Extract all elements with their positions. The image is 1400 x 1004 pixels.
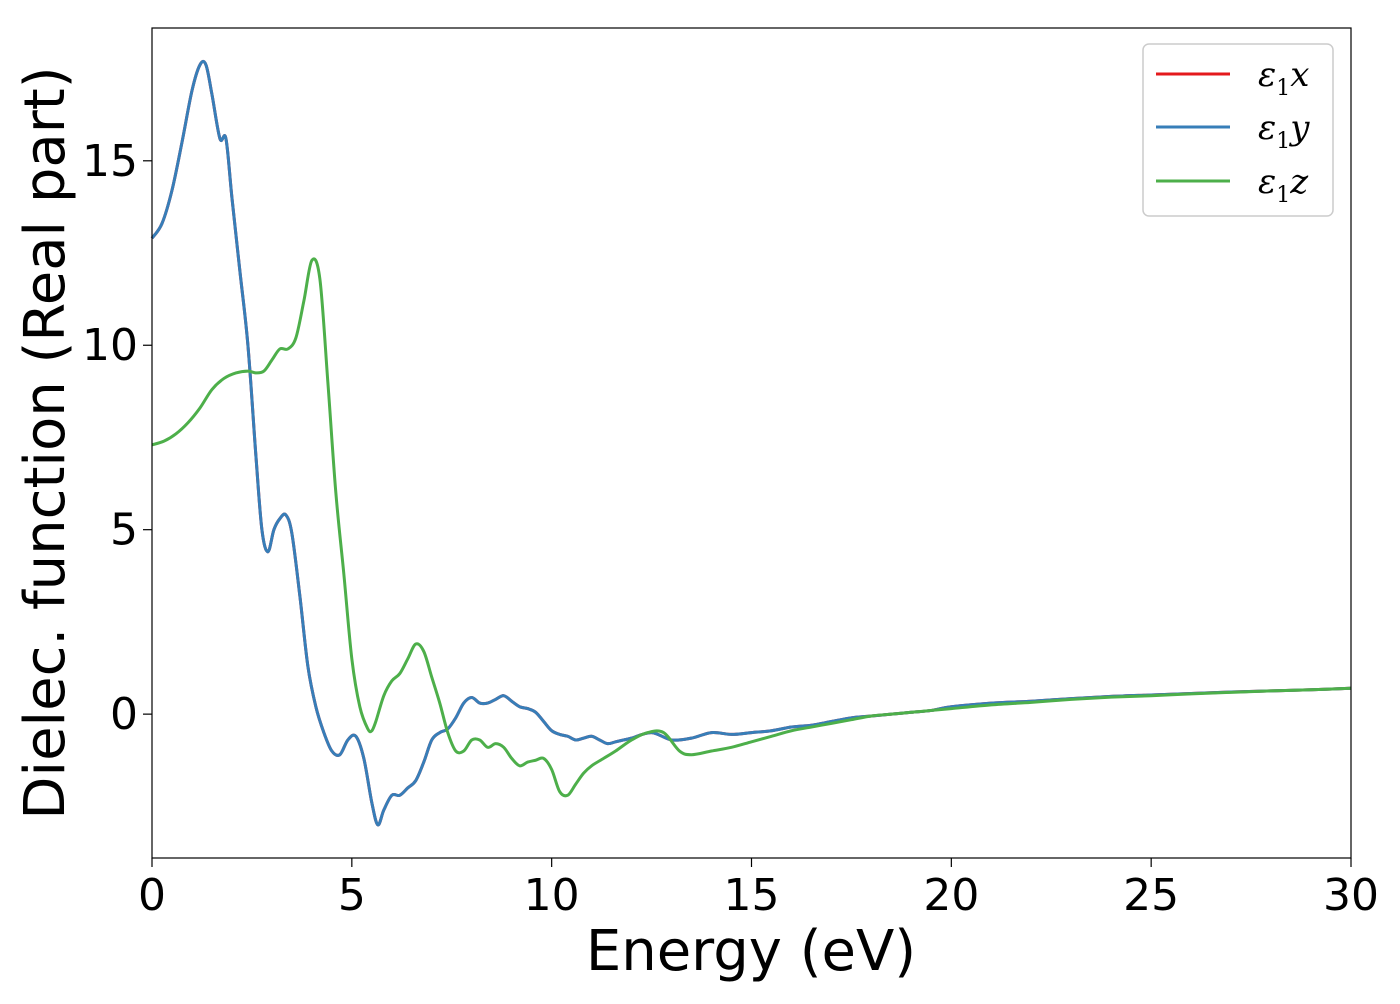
y-tick-label: 5 [110, 505, 138, 556]
legend-label-y: ε1y [1258, 108, 1310, 154]
y-axis-label: Dielec. function (Real part) [13, 66, 78, 819]
series-layer [150, 59, 1352, 827]
x-tick-label: 5 [338, 870, 366, 921]
x-tick-label: 20 [923, 870, 979, 921]
legend-label-z: ε1z [1258, 162, 1309, 208]
x-axis-ticks: 0 5 10 15 20 25 30 [138, 858, 1379, 921]
x-tick-label: 10 [524, 870, 580, 921]
series-line-epsilon1y [150, 59, 1352, 827]
legend-label-x: ε1x [1258, 55, 1309, 101]
x-axis-label: Energy (eV) [586, 919, 916, 984]
legend: ε1x ε1y ε1z [1142, 43, 1334, 217]
x-tick-label: 30 [1323, 870, 1379, 921]
series-line-epsilon1z [151, 257, 1352, 798]
y-tick-label: 0 [110, 689, 138, 740]
x-tick-label: 15 [724, 870, 780, 921]
y-tick-label: 10 [82, 320, 138, 371]
x-tick-label: 0 [138, 870, 166, 921]
y-axis-ticks: 0 5 10 15 [82, 136, 152, 740]
x-tick-label: 25 [1123, 870, 1179, 921]
y-tick-label: 15 [82, 136, 138, 187]
legend-box [1142, 43, 1334, 217]
